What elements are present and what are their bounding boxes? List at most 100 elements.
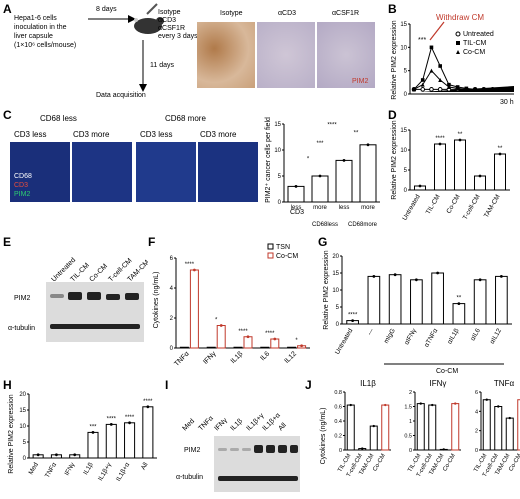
y-tick-label: 2: [409, 390, 412, 396]
series-line: [413, 45, 510, 90]
data-point: [273, 337, 277, 341]
lane-med: Med: [181, 418, 196, 433]
bar: [517, 399, 520, 451]
legend-cocm-swatch: [267, 252, 274, 259]
x-tick-label: αTNFα: [423, 327, 439, 348]
lane-il1b: IL1β: [229, 418, 244, 433]
sub-cd3less-1: CD3 less: [14, 130, 47, 139]
x-tick-label: IL1β+α: [115, 461, 131, 482]
ylabel-h: Relative PIM2 expression: [8, 394, 15, 473]
ihc-image-isotype: [197, 22, 255, 88]
y-tick-label: 0: [409, 448, 412, 454]
panel-label-j: J: [305, 378, 312, 392]
bar-cocm: [189, 269, 199, 349]
y-tick-label: 0: [475, 448, 478, 454]
stain-cd3: CD3: [14, 182, 29, 189]
bar: [495, 275, 508, 325]
y-tick-label: 5: [404, 69, 408, 75]
lane-labels-e: Untreated TIL-CM Co-CM T-cell-CM TAM-CM: [50, 257, 148, 284]
subplot-title: IFNγ: [430, 379, 447, 388]
x-tick-label: αIL6: [469, 327, 482, 342]
sig-label: **: [457, 296, 462, 302]
y-tick-label: 0: [404, 188, 408, 194]
legend-cocm-f: Co-CM: [276, 253, 298, 260]
chart-g: 0 5 10 15 20 **** Untreated --- mIgG αIFNγ αTNFα **…: [323, 250, 512, 375]
y-tick-label: 15: [400, 22, 407, 28]
data-point: [478, 278, 482, 282]
sig-label: *: [215, 318, 218, 324]
lane-labels-i: Med TNFα IFNγ IL1β IL1β+γ IL1β+α All: [181, 412, 288, 433]
treat-acd3: αCD3: [158, 17, 177, 24]
data-point: [36, 453, 40, 457]
if-image-4: [198, 142, 258, 202]
point-cocm: [499, 87, 504, 92]
x-tick-label: All: [140, 461, 150, 471]
bar: [367, 275, 381, 325]
data-point: [73, 453, 77, 457]
y-tick-label: 0: [170, 346, 174, 352]
y-tick-label: 5: [23, 440, 27, 446]
western-blot-e: [46, 282, 144, 342]
sub-cd3less-2: CD3 less: [140, 130, 173, 139]
bar: [369, 425, 378, 451]
data-point: [342, 159, 346, 162]
arrow-11days: [139, 40, 147, 92]
subplot-title: IL1β: [360, 379, 376, 388]
sig-label: *: [295, 338, 298, 344]
y-tick-label: 15: [19, 408, 26, 414]
x-tick-label: TIL-CM: [425, 194, 442, 216]
y-tick-label: 4: [475, 409, 478, 415]
x-tick-label: IL1β: [82, 461, 95, 476]
bar: [410, 279, 423, 325]
y-tick-label: 10: [400, 148, 407, 154]
bar-tsn: [179, 346, 189, 349]
data-point: [219, 324, 223, 327]
y-tick-label: 15: [274, 122, 281, 128]
y-tick-label: 10: [274, 148, 281, 154]
y-tick-label: 20: [19, 392, 26, 398]
treat-freq: every 3 days: [158, 33, 198, 40]
sig-label: **: [498, 146, 503, 152]
y-tick-label: 15: [332, 271, 339, 277]
sig-label: ***: [89, 424, 97, 430]
bar: [474, 175, 486, 191]
bar: [494, 153, 506, 191]
ylabel-d: Relative PIM2 expression: [391, 120, 398, 199]
y-tick-label: 2: [170, 316, 174, 322]
chart-h: 0 5 10 15 20 Med TNFα IFNγ *** IL1β **** IL1β+γ ****…: [8, 392, 157, 483]
data-point: [457, 302, 461, 305]
x-tick-label: T-cell-CM: [462, 194, 482, 222]
y-tick-label: 5: [278, 174, 282, 180]
data-point: [294, 185, 298, 188]
bar: [359, 144, 377, 203]
inoc-line: inoculation in the: [14, 24, 67, 31]
x-tick-label: IL1β: [230, 350, 245, 365]
panel-label-e: E: [3, 235, 12, 249]
point-cocm: [446, 85, 451, 89]
days-8: 8 days: [96, 6, 117, 13]
data-point: [349, 403, 352, 407]
x-tick-label: Untreated: [401, 193, 422, 222]
xrow-c: CD3: [290, 209, 304, 216]
lane-all: All: [277, 422, 288, 433]
x-tick-label: αIFNγ: [403, 327, 418, 346]
y-tick-label: 10: [400, 45, 407, 51]
if-image-1: [10, 142, 70, 202]
point-cocm: [481, 87, 486, 92]
point-cocm: [420, 82, 425, 87]
data-point: [442, 448, 445, 451]
mouse-icon: [134, 17, 164, 34]
y-tick-label: 6: [475, 390, 478, 396]
data-point: [366, 143, 370, 147]
ihc-image-acsf1r: [317, 22, 375, 88]
bar: [505, 417, 514, 451]
row-pim2-e: PIM2: [14, 295, 31, 302]
treat-isotype: Isotype: [158, 9, 181, 16]
bar-cocm: [216, 325, 226, 349]
ihc-title-acsf1r: αCSF1R: [332, 10, 359, 17]
if-image-2: [72, 142, 132, 202]
x-end-b: 30 h: [500, 99, 514, 106]
bar: [388, 274, 402, 325]
days-11: 11 days: [150, 62, 174, 69]
data-point: [384, 403, 387, 407]
